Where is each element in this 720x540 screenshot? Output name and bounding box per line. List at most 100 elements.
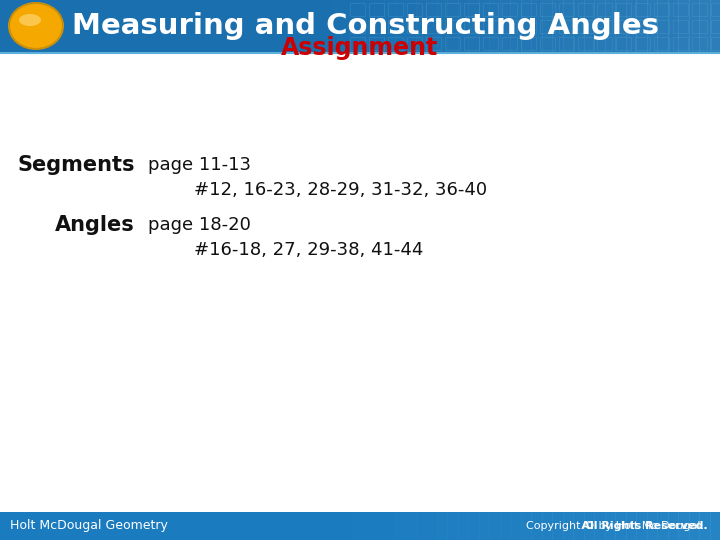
Bar <box>521 0 532 52</box>
Bar <box>489 512 500 540</box>
Text: #16-18, 27, 29-38, 41-44: #16-18, 27, 29-38, 41-44 <box>148 241 423 259</box>
Bar <box>510 0 521 52</box>
Bar <box>559 20 574 33</box>
Bar <box>673 37 688 50</box>
Bar <box>405 512 416 540</box>
Ellipse shape <box>19 14 41 26</box>
Bar <box>578 20 593 33</box>
Bar <box>321 512 333 540</box>
Bar <box>310 512 322 540</box>
Bar <box>395 0 406 52</box>
Bar <box>374 512 385 540</box>
Bar <box>510 512 521 540</box>
Bar <box>521 3 536 16</box>
Bar <box>578 3 593 16</box>
Bar <box>635 20 650 33</box>
Bar <box>483 3 498 16</box>
Bar <box>395 512 406 540</box>
Bar <box>489 0 500 52</box>
Text: Holt McDougal Geometry: Holt McDougal Geometry <box>10 519 168 532</box>
Bar <box>331 512 343 540</box>
Bar <box>692 20 707 33</box>
Bar <box>667 0 679 52</box>
Bar <box>559 3 574 16</box>
Bar <box>654 37 669 50</box>
Bar <box>464 20 479 33</box>
Bar <box>678 0 690 52</box>
Bar <box>635 37 650 50</box>
Text: Angles: Angles <box>55 215 135 235</box>
Bar <box>483 37 498 50</box>
Bar <box>300 0 312 52</box>
Bar <box>699 0 711 52</box>
Bar <box>350 3 365 16</box>
Bar <box>363 512 374 540</box>
Bar <box>426 20 441 33</box>
Bar <box>310 0 322 52</box>
Text: Copyright © by Holt Mc Dougal.: Copyright © by Holt Mc Dougal. <box>526 521 708 531</box>
Bar <box>647 512 658 540</box>
Bar <box>483 20 498 33</box>
Bar <box>616 3 631 16</box>
Bar <box>626 512 637 540</box>
Bar <box>597 20 612 33</box>
Bar <box>342 512 354 540</box>
Bar <box>350 37 365 50</box>
Bar <box>521 37 536 50</box>
Text: #12, 16-23, 28-29, 31-32, 36-40: #12, 16-23, 28-29, 31-32, 36-40 <box>148 181 487 199</box>
Bar <box>654 3 669 16</box>
Ellipse shape <box>9 3 63 49</box>
Bar <box>615 512 626 540</box>
Bar <box>353 512 364 540</box>
Bar <box>426 37 441 50</box>
Bar <box>597 3 612 16</box>
Bar <box>415 512 427 540</box>
Bar <box>531 0 542 52</box>
Bar <box>300 512 312 540</box>
Bar <box>468 512 480 540</box>
Bar <box>342 0 354 52</box>
Bar <box>541 512 553 540</box>
Bar <box>605 512 616 540</box>
Bar <box>540 37 555 50</box>
Bar <box>464 3 479 16</box>
Bar <box>583 512 595 540</box>
Bar <box>699 512 711 540</box>
Bar <box>464 37 479 50</box>
Bar <box>636 512 647 540</box>
Bar <box>436 0 448 52</box>
Bar <box>415 0 427 52</box>
Bar <box>540 3 555 16</box>
Bar <box>0 0 720 52</box>
Bar <box>594 512 606 540</box>
Bar <box>369 3 384 16</box>
Bar <box>562 0 574 52</box>
Bar <box>369 37 384 50</box>
Bar <box>597 37 612 50</box>
Bar <box>500 512 511 540</box>
Bar <box>673 3 688 16</box>
Bar <box>647 0 658 52</box>
Bar <box>369 20 384 33</box>
Bar <box>405 0 416 52</box>
Bar <box>363 0 374 52</box>
Bar <box>426 0 438 52</box>
Bar <box>552 512 564 540</box>
Bar <box>573 0 585 52</box>
Bar <box>353 0 364 52</box>
Text: Segments: Segments <box>17 155 135 175</box>
Bar <box>407 3 422 16</box>
Bar <box>447 0 459 52</box>
Bar <box>711 20 720 33</box>
Bar <box>436 512 448 540</box>
Bar <box>709 0 720 52</box>
Bar <box>578 37 593 50</box>
Bar <box>374 0 385 52</box>
Bar <box>426 3 441 16</box>
Bar <box>552 0 564 52</box>
Bar <box>388 37 403 50</box>
Bar <box>562 512 574 540</box>
Bar <box>445 37 460 50</box>
Bar <box>500 0 511 52</box>
Bar <box>502 37 517 50</box>
